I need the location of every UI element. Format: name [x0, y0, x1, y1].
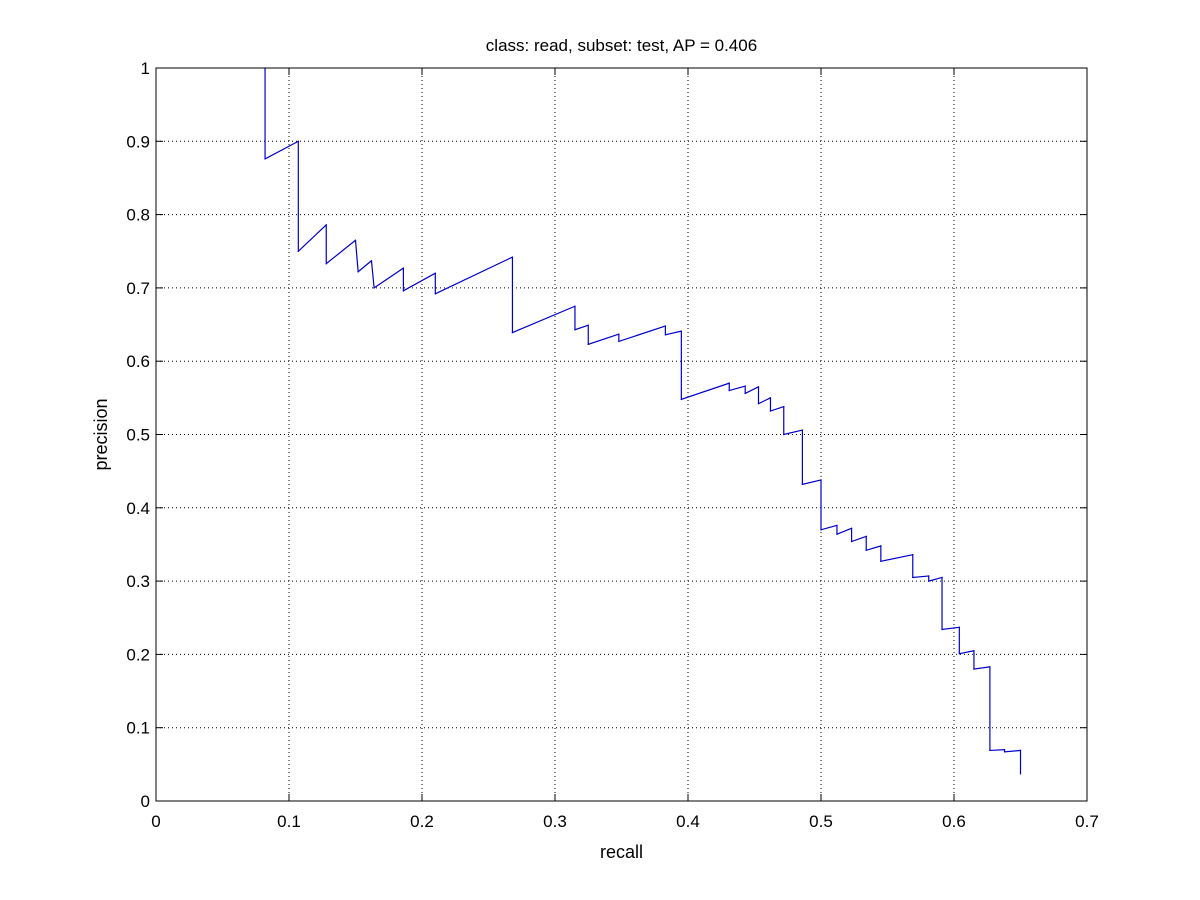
- curve-segment: [989, 749, 1006, 752]
- curve-segment: [587, 333, 620, 346]
- curve-segment: [865, 545, 882, 552]
- curve-segment: [354, 239, 359, 273]
- y-tick-label: 0.3: [126, 572, 150, 591]
- curve-segment: [744, 386, 760, 395]
- curve-segment: [912, 575, 930, 579]
- curve-segment: [958, 650, 975, 655]
- curve-segment: [574, 324, 590, 331]
- series-layer: [264, 67, 1022, 775]
- curve-segment: [927, 576, 943, 582]
- curve-segment: [1003, 749, 1022, 753]
- curve-segment: [680, 382, 730, 401]
- curve-segment: [850, 535, 867, 543]
- curve-segment: [880, 554, 914, 563]
- curve-segment: [370, 260, 375, 289]
- chart-title: class: read, subset: test, AP = 0.406: [486, 36, 757, 55]
- curve-segment: [402, 272, 437, 292]
- curve-segment: [357, 259, 373, 273]
- x-tick-label: 0.5: [809, 812, 833, 831]
- y-tick-label: 0.7: [126, 279, 150, 298]
- x-tick-label: 0.3: [543, 812, 567, 831]
- series-line: [264, 67, 1022, 775]
- curve-segment: [664, 330, 683, 336]
- curve-segment: [618, 325, 667, 343]
- curve-segment: [820, 524, 838, 531]
- curve-segment: [769, 405, 785, 412]
- x-tick-label: 0.2: [410, 812, 434, 831]
- curve-segment: [801, 479, 822, 486]
- y-tick-label: 0: [141, 792, 150, 811]
- y-tick-label: 0.8: [126, 206, 150, 225]
- y-tick-label: 0.1: [126, 719, 150, 738]
- x-axis-label: recall: [600, 842, 643, 862]
- x-tick-label: 0.6: [942, 812, 966, 831]
- curve-segment: [511, 305, 576, 334]
- x-tick-label: 0.1: [277, 812, 301, 831]
- curve-segment: [373, 267, 405, 289]
- ticks: 0 0.1 0.2 0.3 0.4 0.5 0.6 0.7 0 0.1 0.2 0.3 0.4 0.5 0.…: [126, 59, 1098, 831]
- curve-segment: [264, 140, 300, 160]
- x-tick-label: 0: [151, 812, 160, 831]
- y-tick-label: 0.4: [126, 499, 150, 518]
- curve-segment: [728, 385, 746, 392]
- y-axis-label: precision: [91, 398, 111, 470]
- y-tick-label: 0.2: [126, 645, 150, 664]
- y-tick-label: 0.6: [126, 352, 150, 371]
- y-tick-label: 1: [141, 59, 150, 78]
- curve-segment: [973, 666, 991, 670]
- y-tick-label: 0.9: [126, 132, 150, 151]
- curve-segment: [836, 527, 853, 535]
- curve-segment: [434, 256, 514, 295]
- curve-segment: [297, 224, 328, 253]
- x-tick-label: 0.7: [1075, 812, 1099, 831]
- curve-segment: [941, 626, 960, 631]
- y-tick-label: 0.5: [126, 426, 150, 445]
- curve-segment: [757, 397, 772, 405]
- x-tick-label: 0.4: [676, 812, 700, 831]
- curve-segment: [325, 239, 357, 265]
- curve-segment: [783, 429, 804, 436]
